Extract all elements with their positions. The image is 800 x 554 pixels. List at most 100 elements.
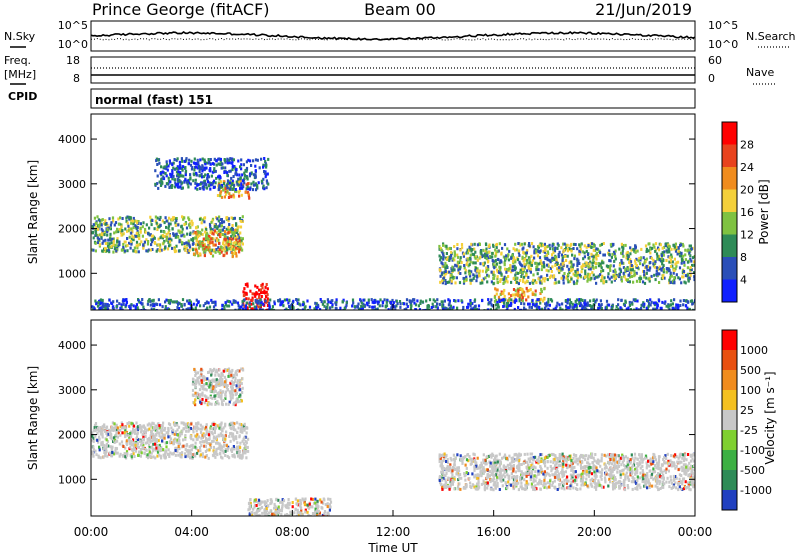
scatter-cell xyxy=(217,233,220,237)
scatter-cell xyxy=(187,307,190,310)
scatter-cell xyxy=(137,250,140,254)
scatter-cell xyxy=(119,216,122,220)
scatter-cell xyxy=(119,425,122,429)
scatter-cell xyxy=(578,252,581,256)
scatter-cell xyxy=(565,259,568,262)
scatter-cell xyxy=(193,247,196,251)
scatter-cell xyxy=(258,166,261,170)
scatter-cell xyxy=(664,471,667,474)
scatter-cell xyxy=(244,283,247,287)
scatter-cell xyxy=(554,306,557,310)
scatter-cell xyxy=(241,173,244,177)
scatter-cell xyxy=(602,253,605,257)
scatter-cell xyxy=(649,303,652,307)
scatter-cell xyxy=(600,269,603,273)
scatter-cell xyxy=(128,436,131,440)
scatter-cell xyxy=(580,308,584,310)
scatter-cell xyxy=(214,436,217,440)
scatter-cell xyxy=(210,379,213,383)
scatter-cell xyxy=(128,424,131,428)
scatter-cell xyxy=(339,306,342,310)
scatter-cell xyxy=(612,274,615,278)
scatter-cell xyxy=(635,265,638,269)
scatter-cell xyxy=(123,431,126,435)
scatter-cell xyxy=(508,303,511,307)
scatter-cell xyxy=(252,302,255,306)
scatter-cell xyxy=(459,258,462,262)
scatter-cell xyxy=(142,444,145,447)
scatter-cell xyxy=(502,255,505,259)
scatter-cell xyxy=(610,255,613,259)
scatter-cell xyxy=(502,278,506,282)
scatter-cell xyxy=(663,301,666,305)
scatter-cell xyxy=(126,249,129,253)
scatter-cell xyxy=(238,369,241,373)
scatter-cell xyxy=(254,169,257,173)
scatter-cell xyxy=(645,247,648,251)
scatter-cell xyxy=(173,300,176,304)
scatter-cell xyxy=(618,267,621,271)
scatter-cell xyxy=(169,161,172,165)
scatter-cell xyxy=(642,457,645,461)
scatter-cell xyxy=(262,177,265,181)
scatter-cell xyxy=(453,299,456,302)
scatter-cell xyxy=(100,223,103,227)
scatter-cell xyxy=(233,453,236,457)
scatter-cell xyxy=(447,280,450,284)
scatter-cell xyxy=(208,240,211,244)
scatter-cell xyxy=(230,187,233,191)
scatter-cell xyxy=(609,259,612,263)
scatter-cell xyxy=(234,188,237,191)
scatter-cell xyxy=(99,426,102,429)
scatter-cell xyxy=(214,300,217,304)
scatter-cell xyxy=(521,271,524,275)
scatter-cell xyxy=(146,453,149,457)
scatter-cell xyxy=(468,263,471,267)
scatter-cell xyxy=(227,402,230,406)
scatter-cell xyxy=(218,215,221,219)
scatter-cell xyxy=(439,274,442,278)
scatter-cell xyxy=(530,254,533,258)
scatter-cell xyxy=(220,421,223,425)
scatter-cell xyxy=(207,240,210,244)
scatter-cell xyxy=(221,166,224,170)
scatter-cell xyxy=(213,428,216,432)
scatter-cell xyxy=(199,158,202,162)
scatter-cell xyxy=(442,257,445,261)
scatter-cell xyxy=(588,275,591,279)
scatter-cell xyxy=(129,216,132,220)
scatter-cell xyxy=(244,435,247,439)
scatter-cell xyxy=(246,282,249,286)
scatter-cell xyxy=(230,176,233,180)
scatter-cell xyxy=(238,308,242,310)
scatter-cell xyxy=(176,428,179,432)
scatter-cell xyxy=(223,368,227,371)
scatter-cell xyxy=(518,469,521,473)
scatter-cell xyxy=(133,219,136,223)
scatter-cell xyxy=(182,308,185,310)
scatter-cell xyxy=(513,257,516,261)
scatter-cell xyxy=(180,303,183,306)
scatter-cell xyxy=(230,235,233,239)
scatter-cell xyxy=(406,305,409,308)
scatter-cell xyxy=(661,262,664,266)
scatter-cell xyxy=(478,273,481,277)
scatter-cell xyxy=(434,299,437,303)
scatter-cell xyxy=(561,267,564,271)
scatter-cell xyxy=(643,270,646,273)
scatter-cell xyxy=(94,231,97,234)
scatter-cell xyxy=(664,244,667,247)
scatter-cell xyxy=(207,371,210,374)
scatter-cell xyxy=(385,304,389,308)
scatter-cell xyxy=(458,261,461,265)
scatter-cell xyxy=(207,301,210,305)
scatter-cell xyxy=(265,186,268,190)
scatter-cell xyxy=(331,305,334,309)
scatter-cell xyxy=(607,453,610,457)
scatter-cell xyxy=(184,173,187,177)
scatter-cell xyxy=(211,170,214,174)
scatter-cell xyxy=(237,159,240,163)
scatter-cell xyxy=(689,249,692,253)
scatter-cell xyxy=(214,225,217,228)
scatter-cell xyxy=(252,183,256,187)
